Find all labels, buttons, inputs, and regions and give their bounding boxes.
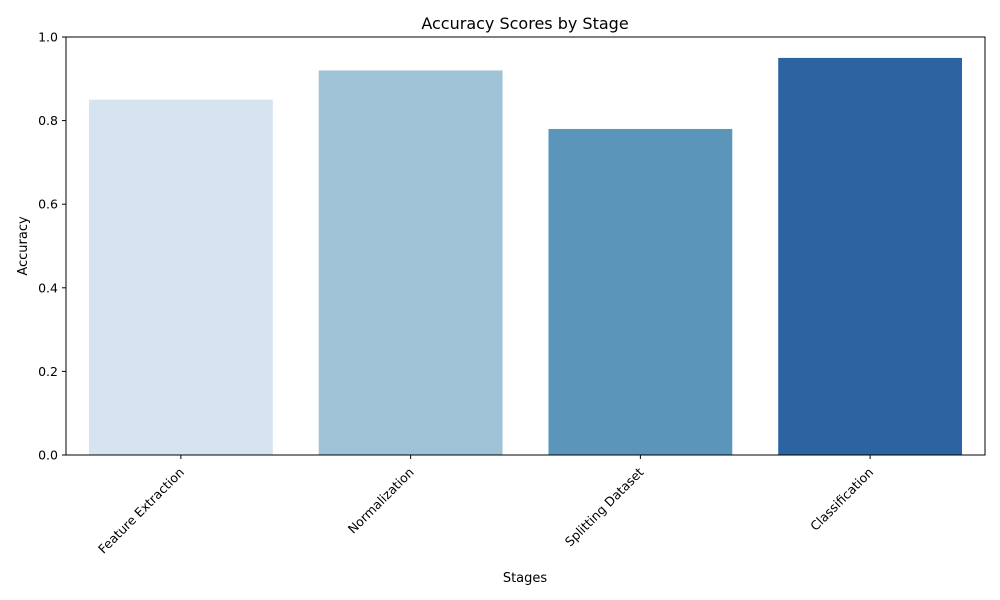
y-tick-label: 0.4 (38, 280, 58, 295)
y-axis-ticks: 0.0 0.2 0.4 0.6 0.8 1.0 (38, 30, 66, 463)
bar-classification (778, 57, 963, 456)
y-tick-label: 0.8 (38, 113, 58, 128)
x-axis-label: Stages (503, 571, 548, 586)
y-tick-label: 0.2 (38, 364, 58, 379)
y-axis-label: Accuracy (16, 216, 31, 276)
x-tick-label: Normalization (345, 465, 417, 537)
y-tick-label: 0.0 (38, 448, 58, 463)
x-tick-label: Classification (807, 465, 876, 534)
x-axis-ticks: Feature Extraction Normalization Splitting… (95, 455, 876, 556)
bar-splitting-dataset (548, 128, 733, 455)
bar-normalization (318, 70, 503, 455)
x-tick-label: Feature Extraction (95, 465, 187, 557)
chart-title: Accuracy Scores by Stage (421, 14, 628, 33)
x-tick-label: Splitting Dataset (562, 464, 647, 549)
bar-feature-extraction (88, 99, 273, 455)
y-tick-label: 1.0 (38, 30, 58, 45)
bars-group (88, 57, 963, 456)
plot-frame (65, 36, 986, 456)
y-tick-label: 0.6 (38, 197, 58, 212)
